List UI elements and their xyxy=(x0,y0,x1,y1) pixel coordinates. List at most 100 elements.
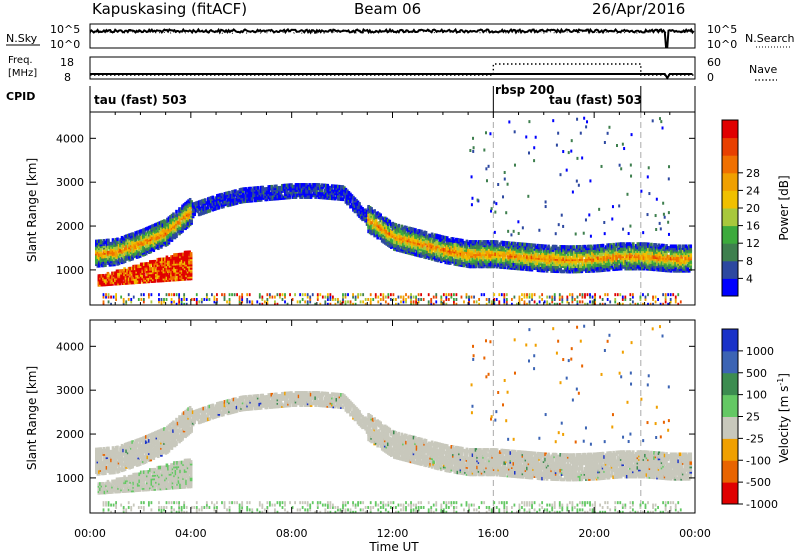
power-cell xyxy=(371,223,375,228)
power-cell xyxy=(110,302,112,305)
power-cell xyxy=(185,297,188,301)
power-cell xyxy=(258,194,261,199)
power-cell xyxy=(261,297,264,301)
power-cell xyxy=(226,191,230,195)
power-cell xyxy=(473,300,475,304)
power-cell xyxy=(521,249,525,254)
power-cell xyxy=(458,247,461,251)
power-cell xyxy=(111,241,115,246)
power-cell xyxy=(180,277,184,281)
power-cell xyxy=(135,278,138,283)
power-cell xyxy=(504,258,508,263)
power-cell xyxy=(288,190,292,194)
power-cell xyxy=(524,242,528,247)
freq-panel: Freq. [MHz] 18 8 60 0 Nave xyxy=(8,55,777,84)
power-cell xyxy=(263,300,266,304)
power-cell xyxy=(597,256,600,261)
power-cell xyxy=(524,258,528,263)
power-cell xyxy=(377,221,381,225)
power-cell xyxy=(579,250,582,254)
power-cell xyxy=(569,252,573,256)
power-cell xyxy=(530,243,534,247)
power-cell xyxy=(468,302,470,305)
power-cell xyxy=(178,297,181,301)
power-cell xyxy=(379,293,382,297)
power-cell xyxy=(102,295,105,299)
power-cell xyxy=(284,295,286,299)
power-cell xyxy=(527,267,531,272)
power-cell xyxy=(560,269,564,274)
power-cell xyxy=(147,262,151,266)
power-cell xyxy=(268,185,272,189)
power-cell xyxy=(173,214,177,219)
power-cell xyxy=(517,264,520,269)
power-cell xyxy=(521,256,525,261)
power-cell xyxy=(99,274,102,278)
power-cell xyxy=(547,244,550,249)
power-cell xyxy=(624,259,628,264)
power-cell xyxy=(170,300,173,304)
power-cell xyxy=(660,261,664,265)
power-cell xyxy=(464,241,467,245)
power-cell xyxy=(681,249,685,254)
power-cell xyxy=(144,241,148,245)
power-cell xyxy=(205,295,208,299)
power-cell xyxy=(687,262,691,266)
power-cell xyxy=(114,271,117,275)
power-cell xyxy=(609,265,612,270)
power-cell xyxy=(594,258,597,263)
power-cell xyxy=(420,293,423,297)
power-cell xyxy=(163,222,166,227)
power-cell xyxy=(681,260,685,264)
power-cell xyxy=(486,250,490,255)
power-cell xyxy=(214,205,218,209)
power-cell xyxy=(114,246,118,251)
power-cell xyxy=(120,269,123,273)
power-cell xyxy=(471,240,475,244)
power-cell xyxy=(158,242,162,246)
power-cell xyxy=(476,257,479,262)
power-cell xyxy=(415,295,417,299)
power-cell xyxy=(414,252,417,257)
power-cell xyxy=(530,264,534,268)
power-cell xyxy=(251,300,254,304)
power-cell xyxy=(326,302,329,305)
power-cell xyxy=(182,215,186,220)
power-cell xyxy=(132,233,136,238)
power-cell xyxy=(183,295,186,299)
power-cell xyxy=(645,256,649,260)
power-cell xyxy=(126,233,130,238)
power-cell xyxy=(138,278,141,283)
power-cell xyxy=(388,219,392,224)
power-cell xyxy=(289,293,291,297)
power-cell xyxy=(162,257,166,262)
power-cell xyxy=(656,253,659,258)
power-cell xyxy=(288,183,292,187)
power-cell xyxy=(102,293,105,297)
power-cell xyxy=(337,300,339,304)
power-cell xyxy=(274,295,276,299)
power-cell xyxy=(644,249,647,253)
power-cell xyxy=(200,199,204,203)
power-cell xyxy=(167,265,170,270)
power-cell xyxy=(606,243,609,248)
power-cell xyxy=(149,235,153,240)
power-cell xyxy=(100,274,104,278)
power-cell xyxy=(275,184,278,189)
power-cell xyxy=(421,244,425,248)
power-cell xyxy=(417,239,420,244)
power-cell xyxy=(364,208,367,213)
power-cell xyxy=(653,243,656,247)
noise-tick-bottom-left: 10^0 xyxy=(50,38,80,51)
power-cell xyxy=(164,236,168,240)
power-cell xyxy=(562,260,566,265)
power-cell xyxy=(483,254,487,258)
power-cell xyxy=(309,300,312,304)
power-cell xyxy=(462,240,466,245)
power-cell xyxy=(625,249,629,253)
power-cell xyxy=(223,192,227,196)
power-cell xyxy=(163,238,166,243)
power-cell xyxy=(441,240,445,245)
power-cell xyxy=(303,191,307,196)
power-cell xyxy=(109,278,113,283)
